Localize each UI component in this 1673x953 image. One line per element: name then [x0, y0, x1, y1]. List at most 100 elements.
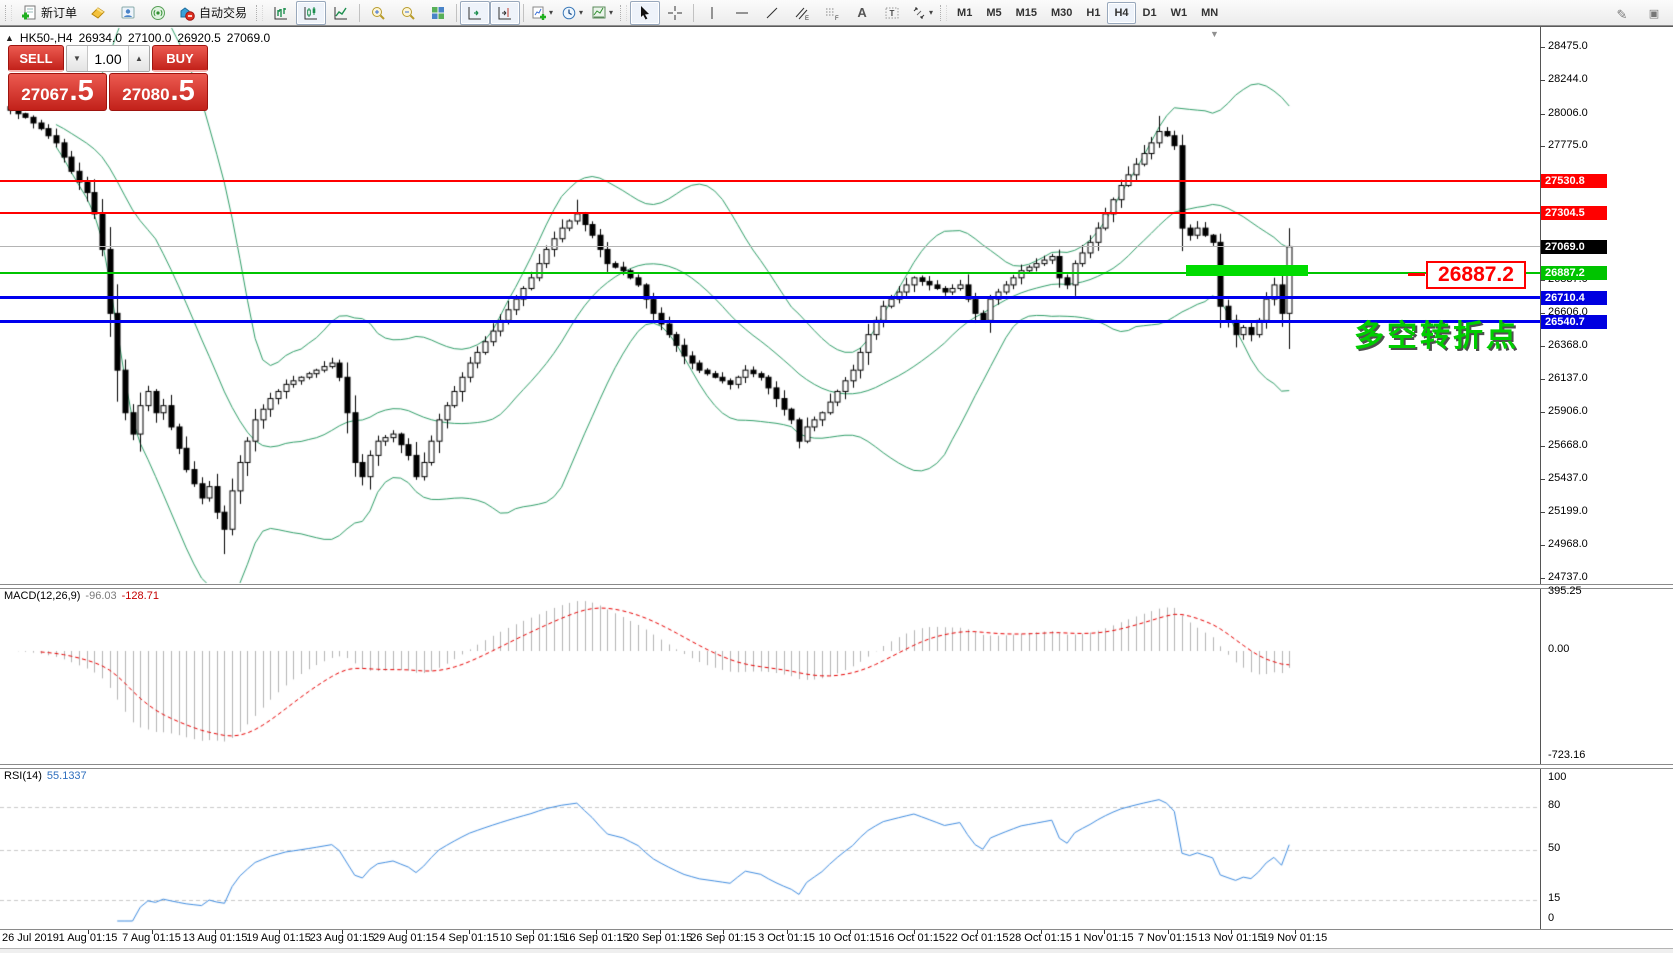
autotrading-icon [180, 6, 195, 21]
templates-button[interactable]: ▾ [587, 1, 617, 25]
macd-label-row: MACD(12,26,9) -96.03 -128.71 [4, 590, 159, 602]
candlestick-chart-button[interactable] [296, 0, 327, 25]
new-order-button[interactable]: 新订单 [15, 1, 83, 25]
trendline-tool-button[interactable] [757, 1, 787, 25]
price-level-badge: 26887.2 [1541, 265, 1607, 280]
timeframe-button-h4[interactable]: H4 [1107, 1, 1136, 24]
equidistant-channel-tool-button[interactable]: E [787, 1, 817, 25]
price-axis-tick-mark [1540, 346, 1545, 348]
date-axis-tick-mark [1167, 930, 1169, 934]
price-axis-tick-label: 24968.0 [1548, 538, 1588, 551]
price-axis-tick-label: 26368.0 [1548, 339, 1588, 352]
timeframe-button-d1[interactable]: D1 [1142, 6, 1157, 19]
timeframe-button-h1[interactable]: H1 [1086, 6, 1101, 19]
line-chart-button[interactable] [326, 1, 356, 25]
date-axis-tick-mark [850, 930, 851, 934]
timeframe-button-m15[interactable]: M15 [1015, 6, 1037, 19]
timeframe-button-m5[interactable]: M5 [986, 6, 1002, 19]
date-axis-tick-mark [977, 930, 978, 934]
timeframe-button-m30[interactable]: M30 [1051, 6, 1073, 19]
horizontal-level-line[interactable] [0, 212, 1540, 215]
periods-clock-icon [562, 6, 576, 19]
crosshair-tool-button[interactable] [660, 1, 690, 25]
macd-pane-separator[interactable] [0, 584, 1673, 589]
price-axis-tick-label: 27775.0 [1548, 139, 1588, 152]
timeframe-button-m1[interactable]: M1 [957, 6, 973, 19]
bar-chart-button[interactable] [266, 1, 296, 25]
horizontal-level-line[interactable] [0, 271, 1540, 274]
price-level-badge: 26710.4 [1541, 290, 1607, 305]
price-axis-tick-label: 25906.0 [1548, 404, 1588, 417]
price-axis-tick-label: 25199.0 [1548, 505, 1588, 518]
date-axis-tick-mark [469, 930, 470, 934]
horizontal-level-line[interactable] [0, 320, 1540, 324]
date-axis-label: 1 Aug 01:15 [58, 932, 118, 944]
volume-decrease-button[interactable]: ▼ [67, 46, 88, 71]
tile-windows-button[interactable] [423, 1, 453, 25]
date-axis-label: 23 Aug 01:15 [309, 932, 375, 944]
text-icon: A [857, 5, 867, 20]
panel-button[interactable]: ▣ [1639, 2, 1669, 26]
rsi-axis-tick-label: 100 [1548, 771, 1567, 783]
svg-text:E: E [805, 16, 809, 21]
equidistant-channel-icon: E [795, 7, 809, 21]
cursor-tool-button[interactable] [630, 0, 661, 25]
signals-button[interactable] [143, 1, 173, 25]
bid-price-button[interactable]: 27067 .5 [8, 73, 107, 111]
date-axis-label: 3 Oct 01:15 [758, 932, 815, 944]
price-level-badge: 27530.8 [1541, 174, 1607, 189]
indicators-icon [532, 6, 547, 20]
zoom-out-button[interactable] [393, 1, 423, 25]
ask-price-button[interactable]: 27080 .5 [109, 73, 208, 111]
current-price-line[interactable] [0, 246, 1540, 248]
chart-shift-button[interactable] [490, 0, 521, 25]
volume-input[interactable]: 1.00 [88, 46, 128, 71]
arrows-icon [913, 7, 925, 18]
timeframe-button-mn[interactable]: MN [1201, 6, 1219, 19]
chart-canvas[interactable] [0, 27, 1540, 949]
price-callout-box[interactable]: 26887.2 [1426, 261, 1526, 289]
indicators-button[interactable]: ▾ [527, 1, 557, 25]
zoom-out-icon [402, 6, 415, 20]
arrows-tool-button[interactable]: ▾ [907, 1, 937, 25]
macd-axis-tick-label: 0.00 [1548, 643, 1570, 655]
dropdown-arrow-icon: ▾ [579, 8, 584, 17]
scroll-to-end-marker[interactable]: ▼ [1210, 29, 1219, 39]
ohlc-close: 27069.0 [226, 31, 271, 45]
horizontal-level-line[interactable] [0, 296, 1540, 300]
toolbar-grip [620, 4, 628, 21]
volume-increase-button[interactable]: ▲ [128, 46, 149, 71]
autotrading-button[interactable]: 自动交易 [173, 1, 253, 25]
pencil-button[interactable]: ✎ [1607, 2, 1637, 26]
rsi-axis-tick-label: 50 [1548, 842, 1561, 854]
toolbar-separator [456, 3, 458, 22]
green-highlight-rectangle[interactable] [1186, 265, 1308, 276]
timeframe-button-w1[interactable]: W1 [1170, 6, 1188, 19]
rsi-pane-separator[interactable] [0, 764, 1673, 769]
text-tool-button[interactable]: A [847, 1, 877, 25]
buy-button[interactable]: BUY [152, 45, 208, 72]
text-label-tool-button[interactable]: T [877, 1, 907, 25]
ask-price-main: 27080 [122, 85, 170, 104]
sell-button[interactable]: SELL [8, 45, 64, 72]
vertical-line-tool-button[interactable] [697, 1, 727, 25]
toolbar-grip [5, 4, 12, 21]
profile-button[interactable] [113, 1, 143, 25]
price-axis-tick-mark [1540, 79, 1545, 81]
date-axis-tick-mark [596, 930, 597, 934]
horizontal-line-tool-button[interactable] [727, 1, 757, 25]
horizontal-level-line[interactable] [0, 180, 1540, 183]
turning-point-annotation[interactable]: 多空转折点 [1354, 320, 1519, 353]
auto-scroll-button[interactable] [460, 0, 491, 25]
rsi-label: RSI(14) [4, 770, 42, 782]
date-axis-label: 13 Nov 01:15 [1198, 932, 1264, 944]
window-expand-icon[interactable]: ▲ [5, 33, 14, 43]
price-axis-tick-mark [1540, 545, 1545, 547]
metaeditor-button[interactable] [83, 1, 113, 25]
fibonacci-tool-button[interactable]: F [817, 1, 847, 25]
zoom-in-button[interactable] [363, 1, 393, 25]
macd-label: MACD(12,26,9) [4, 590, 81, 602]
price-axis-tick-mark [1540, 411, 1545, 413]
periods-button[interactable]: ▾ [557, 1, 587, 25]
date-axis-tick-mark [1294, 930, 1296, 934]
